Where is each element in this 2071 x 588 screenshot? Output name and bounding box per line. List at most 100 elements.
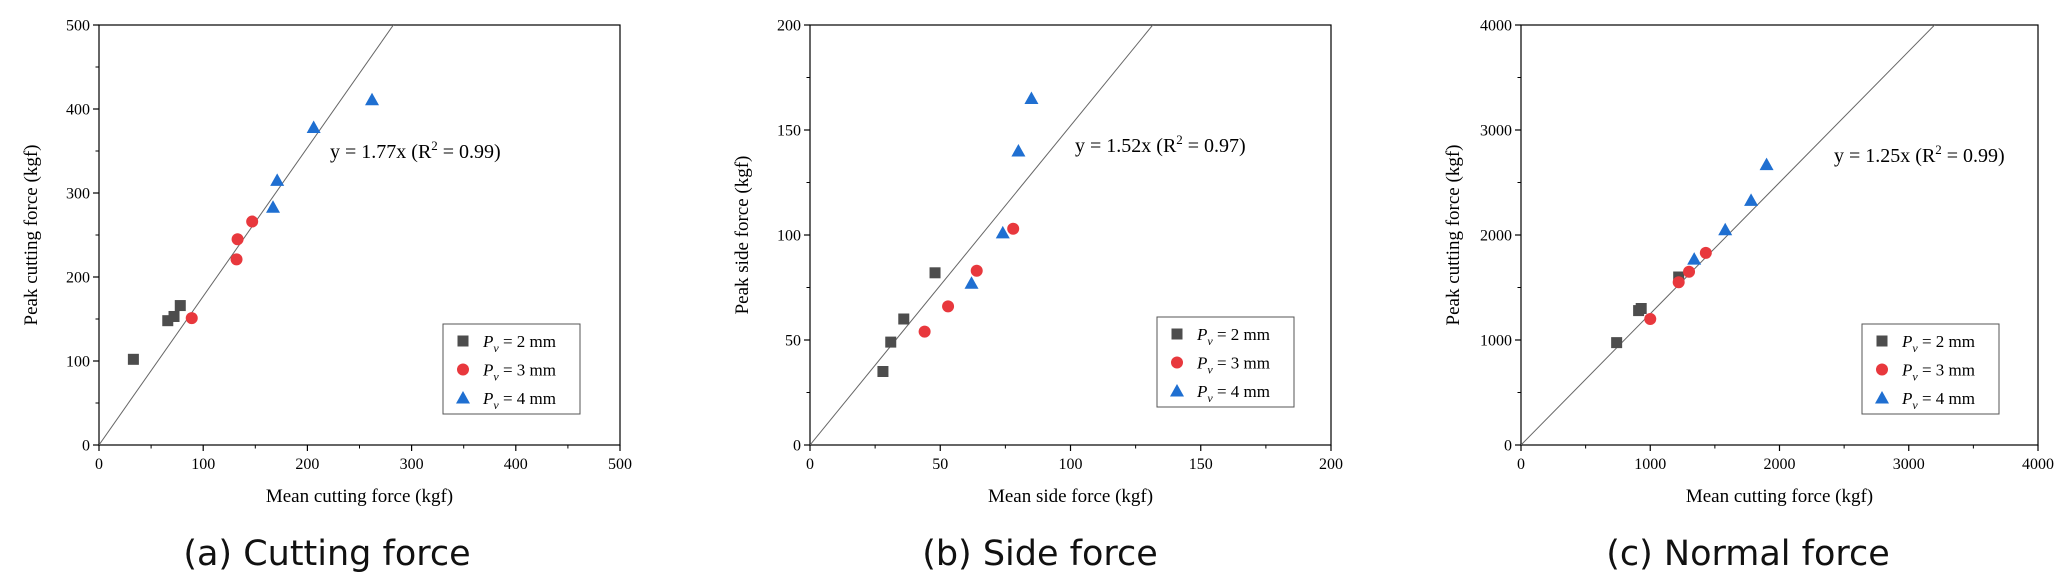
data-point-square: [929, 267, 941, 279]
x-tick-label: 1000: [1634, 456, 1666, 473]
panel-caption: (b) Side force: [922, 534, 1158, 574]
y-tick-label: 300: [66, 186, 90, 203]
panel-caption: (a) Cutting force: [183, 534, 470, 574]
x-tick-label: 50: [932, 456, 948, 473]
data-point-square: [1635, 303, 1647, 314]
legend-label: Pv = 4 mm: [1901, 389, 1975, 412]
legend-label: Pv = 3 mm: [1901, 361, 1975, 384]
y-tick-label: 4000: [1480, 18, 1512, 35]
panel-caption: (c) Normal force: [1606, 534, 1890, 574]
x-tick-label: 3000: [1893, 456, 1925, 473]
legend-label: Pv = 3 mm: [1196, 354, 1270, 377]
data-point-triangle: [270, 173, 285, 186]
y-tick-label: 200: [66, 270, 90, 287]
data-point-square: [168, 310, 180, 322]
legend-label: Pv = 2 mm: [1901, 332, 1975, 355]
data-point-triangle: [306, 120, 321, 133]
data-point-triangle: [266, 200, 281, 213]
y-tick-label: 100: [66, 354, 90, 371]
data-point-square: [174, 300, 186, 312]
x-tick-label: 100: [191, 456, 215, 473]
chart-panel-1: 0 100 200 300 400 500 0 100 200 300 400 500 Mean cut…: [21, 18, 632, 575]
data-point-circle: [1683, 265, 1696, 278]
x-tick-label: 0: [95, 456, 103, 473]
y-tick-label: 0: [82, 438, 90, 455]
data-point-circle: [970, 264, 983, 277]
data-point-circle: [1699, 246, 1712, 259]
x-tick-label: 0: [806, 456, 814, 473]
data-point-triangle: [964, 276, 979, 289]
data-point-square: [1611, 337, 1623, 349]
y-tick-label: 0: [793, 438, 801, 455]
x-tick-label: 100: [1059, 456, 1083, 473]
data-point-triangle: [1011, 144, 1026, 157]
legend-marker-square: [1171, 328, 1183, 340]
data-point-square: [898, 313, 910, 325]
y-tick-label: 2000: [1480, 228, 1512, 245]
legend-label: Pv = 2 mm: [1196, 325, 1270, 348]
x-tick-label: 4000: [2022, 456, 2054, 473]
data-point-circle: [246, 215, 259, 228]
data-point-triangle: [1687, 252, 1702, 265]
data-point-circle: [1672, 276, 1685, 289]
legend-label: Pv = 3 mm: [482, 361, 556, 384]
legend-marker-square: [457, 335, 469, 347]
data-point-square: [162, 315, 174, 327]
y-tick-label: 1000: [1480, 333, 1512, 350]
x-tick-label: 150: [1189, 456, 1213, 473]
legend-marker-circle: [457, 363, 469, 376]
x-axis-label: Mean side force (kgf): [988, 486, 1153, 507]
data-point-square: [885, 336, 897, 348]
chart-panel-2: 0 50 100 150 200 0 50 100 150 200 Mean side force …: [732, 18, 1343, 575]
data-point-triangle: [365, 92, 380, 106]
data-point-square: [877, 366, 889, 377]
y-axis-label: Peak cutting force (kgf): [1443, 145, 1464, 326]
legend-marker-triangle: [456, 391, 470, 404]
y-tick-label: 200: [777, 18, 801, 35]
data-point-circle: [1644, 313, 1657, 325]
data-point-triangle: [995, 225, 1010, 239]
x-tick-label: 300: [400, 456, 424, 473]
x-tick-label: 400: [504, 456, 528, 473]
data-point-square: [127, 353, 139, 365]
x-tick-label: 0: [1517, 456, 1525, 473]
fit-line: [99, 25, 394, 445]
data-point-circle: [231, 233, 244, 246]
fit-annotation: y = 1.77x (R2 = 0.99): [330, 138, 501, 163]
y-tick-label: 400: [66, 102, 90, 119]
y-tick-label: 3000: [1480, 123, 1512, 140]
fit-line: [1521, 25, 1936, 445]
legend-marker-circle: [1876, 363, 1888, 376]
fit-annotation: y = 1.25x (R2 = 0.99): [1834, 142, 2005, 167]
y-tick-label: 50: [785, 333, 801, 350]
y-tick-label: 0: [1504, 438, 1512, 455]
data-point-circle: [1007, 222, 1020, 235]
data-point-circle: [185, 312, 198, 325]
data-point-triangle: [1718, 222, 1733, 236]
x-tick-label: 500: [608, 456, 632, 473]
y-axis-label: Peak side force (kgf): [732, 156, 753, 315]
chart-panel-3: 0 1000 2000 3000 4000 0 1000 2000 3000 4000 Mean c…: [1443, 18, 2054, 575]
x-tick-label: 200: [295, 456, 319, 473]
legend: Pv = 2 mm Pv = 3 mm Pv = 4 mm: [1156, 316, 1295, 408]
legend-label: Pv = 4 mm: [1196, 382, 1270, 405]
legend: Pv = 2 mm Pv = 3 mm Pv = 4 mm: [442, 323, 581, 415]
legend-label: Pv = 4 mm: [482, 389, 556, 412]
data-point-circle: [942, 300, 955, 313]
y-tick-label: 500: [66, 18, 90, 35]
y-axis-label: Peak cutting force (kgf): [21, 145, 42, 326]
legend-label: Pv = 2 mm: [482, 332, 556, 355]
data-point-circle: [230, 253, 243, 266]
fit-annotation: y = 1.52x (R2 = 0.97): [1075, 132, 1246, 157]
data-point-triangle: [1024, 91, 1039, 104]
legend-marker-circle: [1171, 356, 1183, 369]
legend-marker-triangle: [1170, 384, 1184, 397]
data-point-circle: [918, 325, 931, 338]
legend: Pv = 2 mm Pv = 3 mm Pv = 4 mm: [1861, 323, 2000, 415]
y-tick-label: 100: [777, 228, 801, 245]
data-point-triangle: [1744, 193, 1759, 206]
legend-marker-square: [1876, 335, 1888, 347]
legend-marker-triangle: [1875, 391, 1889, 404]
x-tick-label: 200: [1319, 456, 1343, 473]
